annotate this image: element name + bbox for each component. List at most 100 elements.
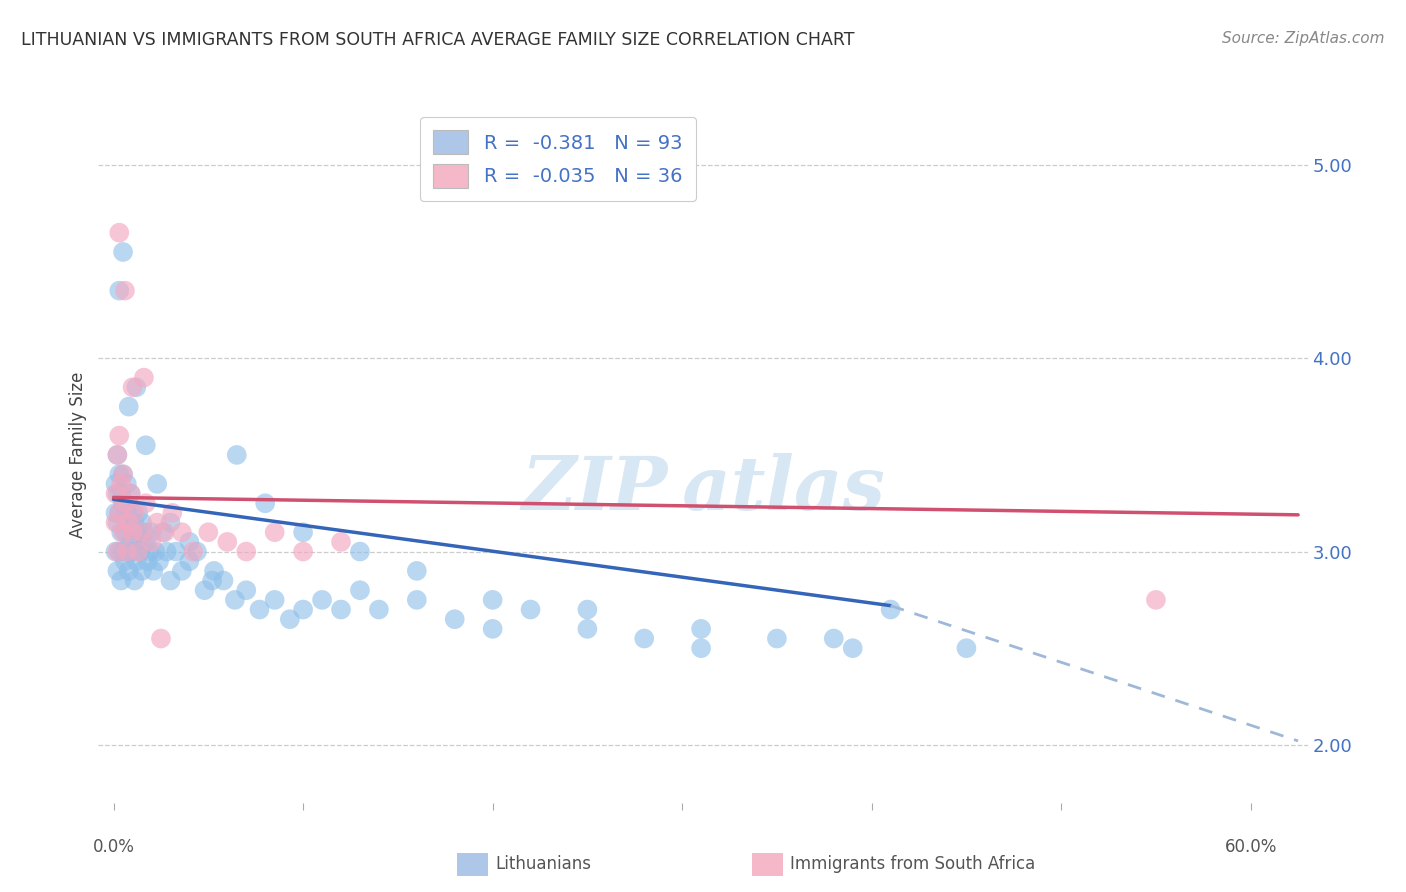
Point	[212, 574, 235, 588]
Point	[367, 602, 389, 616]
Point	[135, 496, 157, 510]
Point	[136, 554, 159, 568]
Point	[121, 506, 143, 520]
Point	[170, 564, 193, 578]
Point	[121, 380, 143, 394]
Point	[124, 506, 146, 520]
Point	[481, 592, 503, 607]
Point	[841, 641, 863, 656]
Point	[1144, 592, 1167, 607]
Text: 60.0%: 60.0%	[1225, 838, 1277, 855]
Point	[146, 516, 169, 530]
Point	[125, 525, 148, 540]
Point	[263, 592, 285, 607]
Point	[118, 516, 141, 530]
Point	[156, 544, 179, 558]
Point	[129, 544, 152, 558]
Point	[118, 400, 141, 414]
Point	[186, 544, 208, 558]
Point	[405, 564, 427, 578]
Point	[120, 486, 142, 500]
Point	[112, 467, 135, 482]
Point	[127, 544, 149, 558]
Point	[114, 284, 136, 298]
Point	[330, 534, 353, 549]
Point	[292, 544, 315, 558]
Point	[104, 506, 127, 520]
Text: Source: ZipAtlas.com: Source: ZipAtlas.com	[1222, 31, 1385, 46]
Text: Immigrants from South Africa: Immigrants from South Africa	[790, 855, 1035, 873]
Y-axis label: Average Family Size: Average Family Size	[69, 372, 87, 538]
Point	[127, 506, 149, 520]
Point	[108, 544, 131, 558]
Point	[132, 370, 155, 384]
Point	[120, 486, 142, 500]
Point	[104, 476, 127, 491]
Point	[108, 506, 131, 520]
Point	[110, 476, 132, 491]
Point	[179, 534, 201, 549]
Point	[879, 602, 901, 616]
Point	[202, 564, 225, 578]
Point	[105, 516, 128, 530]
Point	[131, 525, 153, 540]
Point	[135, 438, 157, 452]
Point	[152, 525, 174, 540]
Point	[120, 534, 142, 549]
Point	[224, 592, 246, 607]
Point	[766, 632, 789, 646]
Point	[142, 564, 165, 578]
Point	[165, 544, 187, 558]
Point	[148, 554, 170, 568]
Point	[263, 525, 285, 540]
Point	[153, 525, 176, 540]
Point	[955, 641, 977, 656]
Point	[823, 632, 845, 646]
Point	[141, 525, 163, 540]
Point	[112, 525, 135, 540]
Point	[141, 534, 163, 549]
Point	[292, 602, 315, 616]
Point	[131, 564, 153, 578]
Text: ZIP atlas: ZIP atlas	[522, 453, 884, 526]
Point	[443, 612, 465, 626]
Point	[105, 486, 128, 500]
Point	[108, 467, 131, 482]
Point	[254, 496, 277, 510]
Point	[193, 583, 215, 598]
Point	[201, 574, 224, 588]
Point	[124, 574, 146, 588]
Point	[112, 496, 135, 510]
Point	[105, 564, 128, 578]
Point	[278, 612, 301, 626]
Point	[115, 506, 138, 520]
Point	[115, 544, 138, 558]
Point	[110, 574, 132, 588]
Point	[110, 486, 132, 500]
Point	[146, 476, 169, 491]
Point	[108, 506, 131, 520]
Point	[349, 583, 371, 598]
Point	[690, 622, 713, 636]
Point	[149, 632, 172, 646]
Point	[181, 544, 204, 558]
Point	[162, 506, 184, 520]
Point	[115, 476, 138, 491]
Point	[576, 622, 599, 636]
Point	[105, 448, 128, 462]
Point	[330, 602, 353, 616]
Point	[197, 525, 219, 540]
Point	[125, 380, 148, 394]
Point	[633, 632, 655, 646]
Point	[105, 448, 128, 462]
Text: Lithuanians: Lithuanians	[495, 855, 591, 873]
Legend: R =  -0.381   N = 93, R =  -0.035   N = 36: R = -0.381 N = 93, R = -0.035 N = 36	[420, 117, 696, 202]
Point	[104, 544, 127, 558]
Point	[108, 284, 131, 298]
Point	[217, 534, 239, 549]
Point	[481, 622, 503, 636]
Point	[159, 516, 181, 530]
Point	[121, 544, 143, 558]
Point	[105, 544, 128, 558]
Point	[159, 574, 181, 588]
